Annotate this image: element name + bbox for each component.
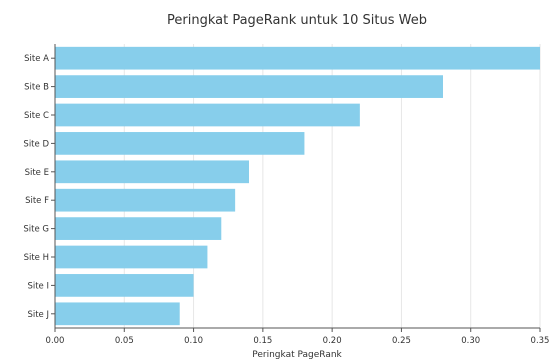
bar bbox=[55, 245, 208, 269]
y-tick-label: Site A bbox=[24, 54, 49, 64]
x-tick-label: 0.15 bbox=[253, 336, 272, 346]
axes bbox=[51, 44, 541, 332]
x-axis-label: Peringkat PageRank bbox=[252, 350, 342, 360]
bar bbox=[55, 188, 236, 212]
y-tick-label: Site E bbox=[25, 168, 49, 178]
x-tick-label: 0.25 bbox=[392, 336, 411, 346]
x-tick-label: 0.05 bbox=[115, 336, 134, 346]
y-tick-label: Site D bbox=[23, 139, 49, 149]
bars bbox=[55, 46, 540, 326]
y-tick-labels: Site A Site B Site C Site D Site E Site F Site… bbox=[23, 54, 49, 320]
y-tick-label: Site B bbox=[24, 83, 49, 93]
bar bbox=[55, 103, 360, 127]
bar bbox=[55, 217, 222, 240]
bar bbox=[55, 302, 180, 326]
x-tick-label: 0.20 bbox=[323, 336, 342, 346]
x-tick-label: 0.35 bbox=[531, 336, 550, 346]
y-tick-label: Site J bbox=[27, 310, 49, 320]
bar bbox=[55, 46, 540, 70]
x-tick-label: 0.30 bbox=[461, 336, 480, 346]
bar bbox=[55, 160, 249, 184]
x-tick-label: 0.00 bbox=[46, 336, 65, 346]
y-tick-label: Site F bbox=[25, 196, 49, 206]
x-tick-labels: 0.00 0.05 0.10 0.15 0.20 0.25 0.30 0.35 bbox=[46, 336, 550, 346]
bar bbox=[55, 75, 443, 98]
bar bbox=[55, 274, 194, 297]
x-tick-label: 0.10 bbox=[184, 336, 203, 346]
y-tick-label: Site G bbox=[23, 225, 49, 235]
y-tick-label: Site I bbox=[27, 281, 49, 291]
chart-title: Peringkat PageRank untuk 10 Situs Web bbox=[167, 13, 427, 28]
y-tick-label: Site C bbox=[24, 111, 49, 121]
y-tick-label: Site H bbox=[24, 253, 49, 263]
bar bbox=[55, 132, 305, 155]
